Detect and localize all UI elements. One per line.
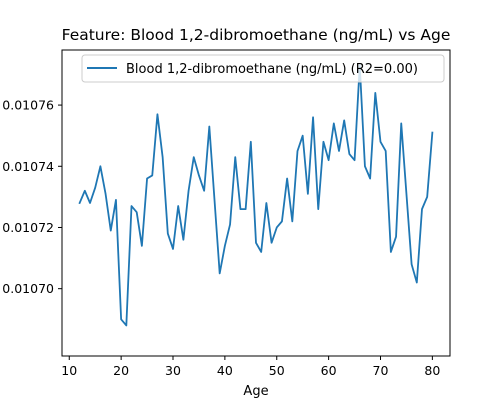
- y-tick-label: 0.01070: [2, 281, 54, 296]
- series-line-0: [78, 64, 434, 327]
- y-tick-label: 0.01074: [2, 159, 54, 174]
- x-tick-label: 40: [217, 363, 233, 378]
- legend-label: Blood 1,2-dibromoethane (ng/mL) (R2=0.00…: [126, 62, 418, 77]
- chart-title: Feature: Blood 1,2-dibromoethane (ng/mL)…: [62, 26, 451, 44]
- x-axis: 10 20 30 40 50 60 70 80: [61, 356, 440, 378]
- y-axis: 0.01070 0.01072 0.01074 0.01076: [2, 98, 62, 296]
- x-tick-label: 20: [113, 363, 129, 378]
- x-tick-label: 30: [165, 363, 181, 378]
- x-tick-label: 50: [269, 363, 285, 378]
- y-tick-label: 0.01076: [2, 98, 54, 113]
- legend: Blood 1,2-dibromoethane (ng/mL) (R2=0.00…: [81, 54, 445, 83]
- x-tick-label: 10: [61, 363, 77, 378]
- legend-box: [81, 54, 445, 83]
- plot-frame: [61, 49, 451, 357]
- x-tick-label: 80: [424, 363, 440, 378]
- x-tick-label: 60: [321, 363, 337, 378]
- y-tick-label: 0.01072: [2, 220, 54, 235]
- x-axis-label: Age: [243, 384, 268, 399]
- x-tick-label: 70: [373, 363, 389, 378]
- plot-area: [78, 64, 434, 327]
